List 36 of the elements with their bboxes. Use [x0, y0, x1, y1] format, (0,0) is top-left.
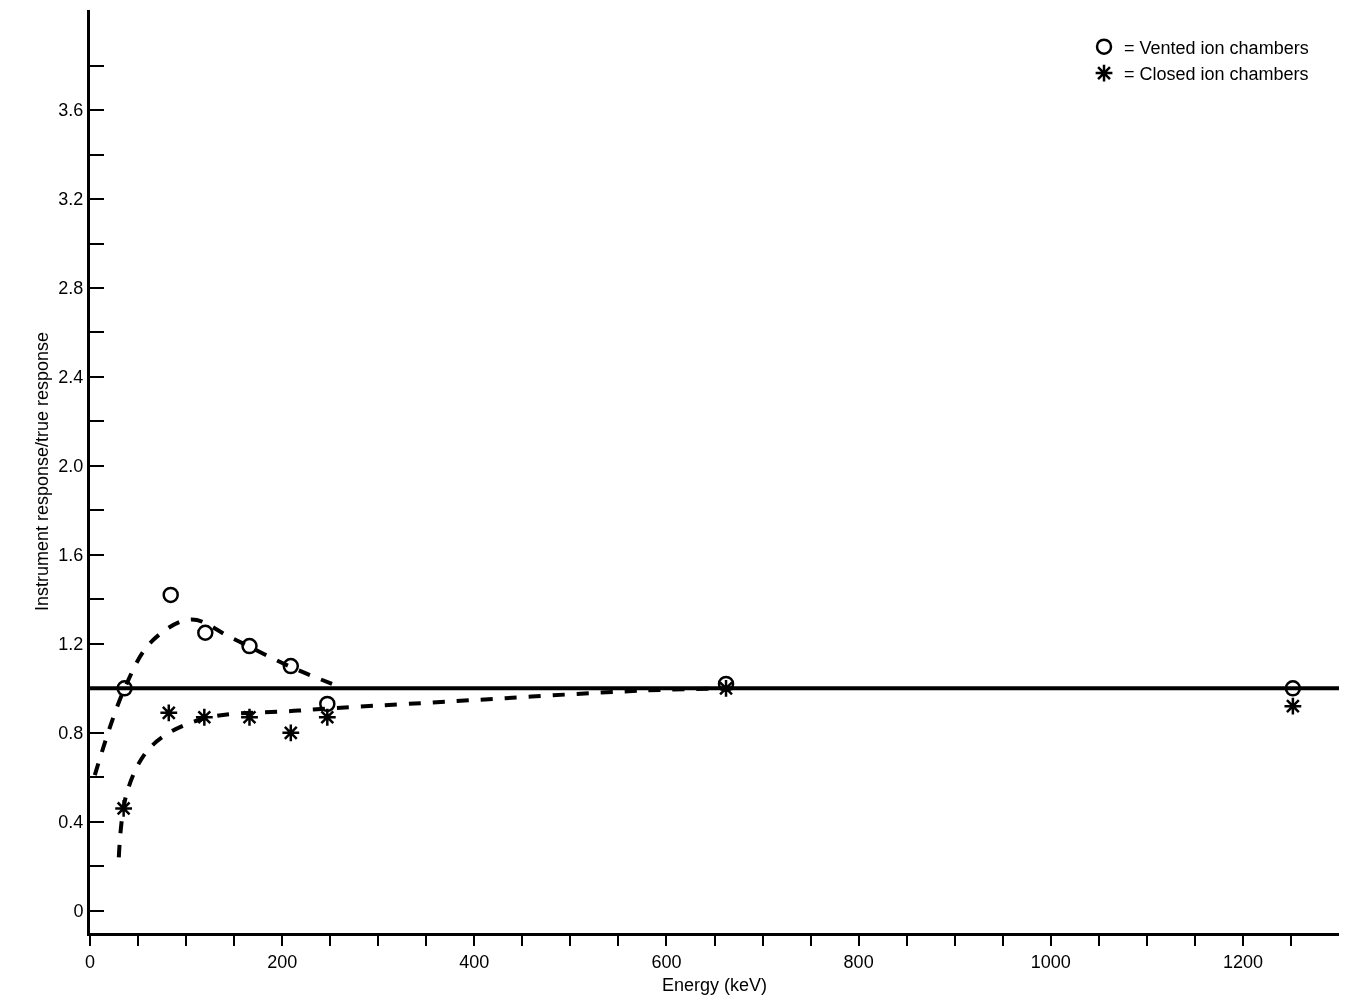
point	[317, 707, 337, 727]
y-axis-title: Instrument response/true response	[31, 331, 52, 612]
point	[716, 678, 736, 698]
y-tick-label: 2.8	[58, 278, 84, 299]
point	[162, 586, 179, 604]
x-tick-label: 600	[651, 951, 682, 972]
y-tick-label: 2.4	[58, 367, 84, 388]
y-tick-label: 1.2	[58, 634, 84, 655]
point	[241, 637, 258, 655]
point	[717, 675, 735, 693]
point	[1284, 680, 1302, 697]
point	[282, 657, 300, 675]
x-tick-label: 200	[267, 951, 298, 972]
point	[116, 680, 133, 697]
x-tick-label: 800	[843, 951, 874, 972]
point	[194, 707, 214, 727]
x-axis-title: Energy (keV)	[661, 974, 768, 995]
point	[1283, 696, 1303, 716]
legend-label: = Closed ion chambers	[1124, 64, 1309, 85]
point	[197, 624, 214, 641]
y-tick-label: 2.0	[58, 456, 84, 477]
point	[113, 798, 134, 819]
y-tick-label: 0.4	[58, 812, 84, 833]
y-tick-label: 0.8	[58, 723, 84, 744]
y-tick-label: 3.2	[58, 189, 84, 210]
point	[319, 695, 336, 713]
x-tick-label: 1200	[1222, 951, 1263, 972]
y-tick-label: 1.6	[58, 545, 84, 566]
y-tick-label: 0	[73, 901, 84, 922]
legend-label: = Vented ion chambers	[1124, 37, 1309, 58]
point	[239, 707, 260, 727]
x-tick-label: 400	[459, 951, 490, 972]
point	[159, 703, 179, 723]
y-tick-label: 3.6	[58, 100, 84, 121]
x-tick-label: 1000	[1030, 951, 1071, 972]
point	[281, 723, 301, 743]
